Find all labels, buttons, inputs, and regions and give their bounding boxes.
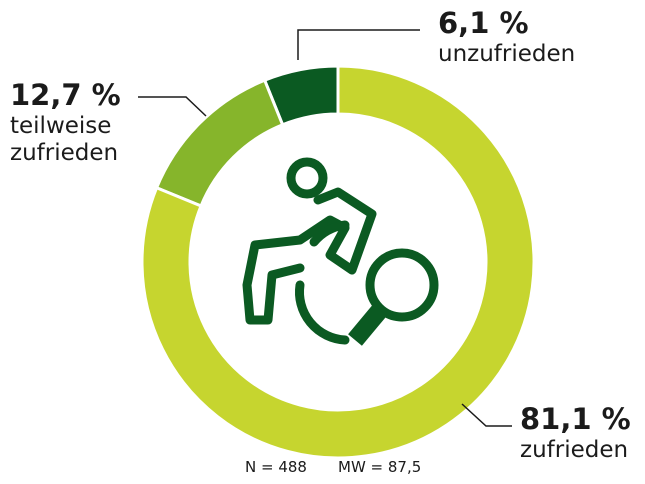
leader-lines bbox=[138, 29, 512, 427]
category-label: unzufrieden bbox=[438, 40, 576, 67]
label-group: 81,1 % zufrieden bbox=[520, 402, 631, 464]
donut-segment bbox=[154, 78, 285, 208]
value-label: 81,1 % bbox=[520, 402, 631, 436]
icon bbox=[242, 157, 439, 346]
leader-line bbox=[461, 403, 512, 427]
value-label: 12,7 % bbox=[10, 78, 121, 112]
category-label: teilweise zufrieden bbox=[10, 112, 119, 167]
category-label: zufrieden bbox=[520, 436, 629, 463]
label-group: 6,1 % unzufrieden bbox=[438, 6, 575, 68]
note: MW = 87,5 bbox=[338, 458, 422, 476]
note: N = 488 bbox=[245, 458, 307, 476]
value-label: 6,1 % bbox=[438, 6, 529, 40]
label-group: 12,7 % teilweise zufrieden bbox=[10, 78, 135, 168]
donut-segment bbox=[140, 64, 536, 460]
leader-line bbox=[138, 96, 207, 117]
leader-line bbox=[297, 29, 420, 60]
